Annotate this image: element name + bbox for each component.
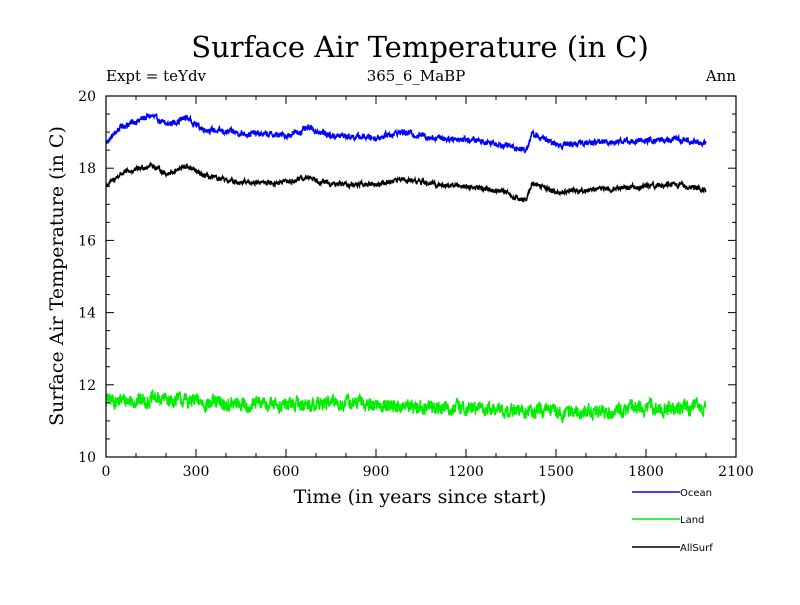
series-line-allsurf: [105, 161, 707, 203]
legend-label-allsurf: AllSurf: [680, 543, 713, 554]
x-tick-label: 600: [273, 464, 300, 480]
x-tick-label: 300: [183, 464, 210, 480]
period-label: Ann: [705, 67, 736, 85]
plot-lines: [105, 112, 707, 424]
y-tick-label: 12: [78, 378, 96, 394]
expt-label: Expt = teYdv: [106, 67, 207, 85]
x-tick-label: 1800: [628, 464, 664, 480]
y-tick-label: 16: [78, 233, 96, 249]
x-tick-label: 900: [363, 464, 390, 480]
legend-label-ocean: Ocean: [680, 488, 712, 499]
y-tick-label: 18: [78, 161, 96, 177]
y-tick-label: 10: [78, 450, 96, 466]
x-tick-label: 1500: [538, 464, 574, 480]
y-axis-label: Surface Air Temperature (in C): [46, 126, 68, 426]
series-line-land: [105, 389, 707, 424]
series-line-ocean: [105, 112, 707, 154]
axis-ticks: 0 300 600 900 1200 1500 1800 2100 10 12 14 16 18 20: [78, 89, 754, 480]
legend: Ocean Land AllSurf: [632, 488, 713, 554]
x-axis-label: Time (in years since start): [294, 486, 547, 508]
y-tick-label: 14: [78, 306, 96, 322]
x-tick-label: 2100: [718, 464, 754, 480]
chart-title: Surface Air Temperature (in C): [191, 30, 649, 64]
y-tick-label: 20: [78, 89, 96, 105]
x-tick-label: 1200: [448, 464, 484, 480]
x-tick-label: 0: [102, 464, 111, 480]
legend-label-land: Land: [680, 515, 704, 526]
chart-subtitle: 365_6_MaBP: [367, 67, 466, 85]
